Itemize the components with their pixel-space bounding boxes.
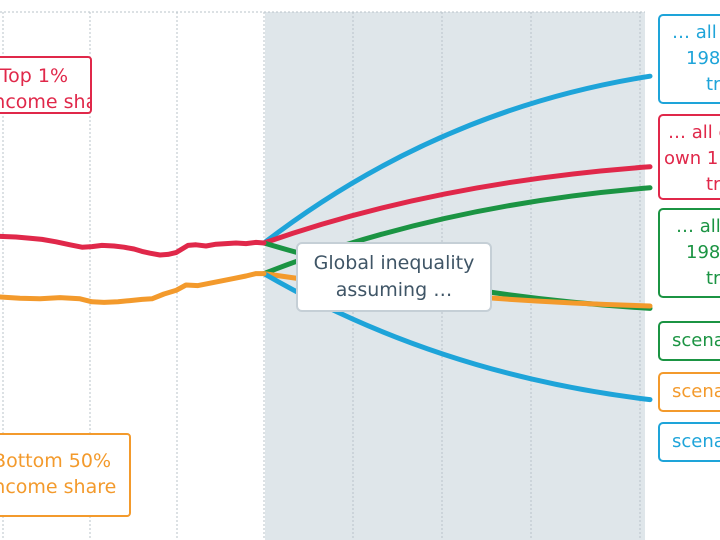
scenario-legend-2-line1: … all c [668,122,720,143]
scenario-legend-1-line2: 198 [686,48,720,69]
scenario-legend-3-line3: tr [706,268,720,289]
scenario-legend-3-line1: … all [676,216,720,237]
scenario-legend-2-line3: tr [706,174,720,195]
top-share-label-line1: Top 1% [0,65,68,87]
top-share-label-line2: income share [0,91,90,113]
bottom-share-label-line1: Bottom 50% [0,450,111,472]
scenario-legend-3: … all 198 tr [658,208,720,298]
scenario-legend-1-line3: tr [706,74,720,95]
scenario-legend-6-line1: scena [672,431,720,452]
scenario-legend-5: scena [658,372,720,412]
bottom-share-label: Bottom 50% income share [0,433,131,517]
series-line-4 [261,164,653,246]
scenario-title-line2: assuming … [335,279,453,301]
series-line-2 [0,271,267,305]
scenario-legend-4-line1: scena [672,330,720,351]
bottom-share-label-line2: income share [0,476,117,498]
series-line-3 [261,73,653,246]
scenario-legend-2: … all c own 1 tr [658,114,720,200]
scenario-legend-1-line1: … all c [672,22,720,43]
series-line-1 [0,233,267,258]
scenario-legend-2-line2: own 1 [664,148,719,169]
scenario-legend-5-line1: scena [672,381,720,402]
scenario-legend-4: scena [658,321,720,361]
scenario-legend-6: scena [658,422,720,462]
scenario-title-line1: Global inequality [313,252,475,274]
scenario-legend-3-line2: 198 [686,242,720,263]
top-share-label: Top 1% income share [0,56,92,114]
scenario-title-box: Global inequality assuming … [296,242,492,312]
scenario-legend-1: … all c 198 tr [658,14,720,104]
